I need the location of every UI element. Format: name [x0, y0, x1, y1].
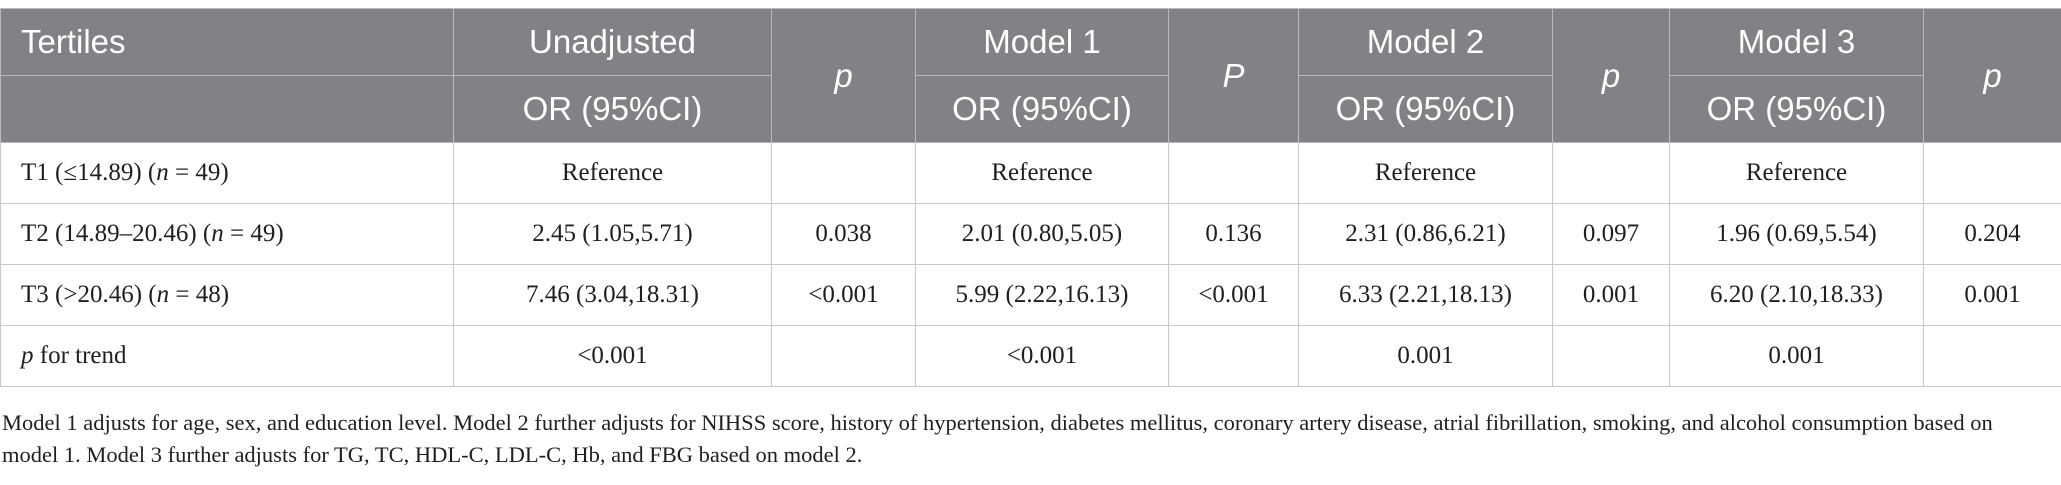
- row-label-n: n: [156, 281, 170, 308]
- cell-or-model-3: 1.96 (0.69,5.54): [1669, 203, 1924, 265]
- row-label-prefix: T1 (≤14.89) (: [21, 159, 157, 186]
- cell-or-model-2: Reference: [1298, 142, 1553, 204]
- header-or-ci-unadjusted: OR (95%CI): [453, 75, 772, 143]
- table-row: T2 (14.89–20.46) (n = 49) 2.45 (1.05,5.7…: [0, 203, 2061, 265]
- trend-p-model-3: [1923, 325, 2061, 387]
- cell-or-model-2: 6.33 (2.21,18.13): [1298, 264, 1553, 326]
- trend-label-p: p: [21, 342, 34, 369]
- row-label-suffix: = 48): [169, 281, 230, 308]
- cell-p-model-2: 0.097: [1552, 203, 1670, 265]
- cell-p-unadjusted: [771, 142, 916, 204]
- row-label-suffix: = 49): [168, 159, 229, 186]
- cell-or-model-1: 2.01 (0.80,5.05): [915, 203, 1169, 265]
- cell-p-unadjusted: <0.001: [771, 264, 916, 326]
- cell-p-model-2: [1552, 142, 1670, 204]
- trend-model-3: 0.001: [1669, 325, 1924, 387]
- trend-p-model-2: [1552, 325, 1670, 387]
- header-p-unadjusted: p: [771, 8, 916, 143]
- row-label: T2 (14.89–20.46) (n = 49): [0, 203, 454, 265]
- header-row-1: Tertiles Unadjusted p Model 1 P Model 2 …: [0, 8, 2061, 143]
- trend-p-unadjusted: [771, 325, 916, 387]
- row-label: T1 (≤14.89) (n = 49): [0, 142, 454, 204]
- cell-or-unadjusted: Reference: [453, 142, 772, 204]
- cell-p-model-3: 0.001: [1923, 264, 2061, 326]
- header-unadjusted: Unadjusted: [453, 8, 772, 76]
- header-empty: [0, 75, 454, 143]
- row-label-n: n: [156, 159, 169, 186]
- cell-or-unadjusted: 2.45 (1.05,5.71): [453, 203, 772, 265]
- cell-p-unadjusted: 0.038: [771, 203, 916, 265]
- cell-p-model-2: 0.001: [1552, 264, 1670, 326]
- header-p-model-3: p: [1923, 8, 2061, 143]
- header-p-model-2: p: [1552, 8, 1670, 143]
- trend-model-2: 0.001: [1298, 325, 1553, 387]
- cell-p-model-1: <0.001: [1168, 264, 1299, 326]
- row-label-prefix: T3 (>20.46) (: [21, 281, 157, 308]
- trend-p-model-1: [1168, 325, 1299, 387]
- cell-or-model-1: Reference: [915, 142, 1169, 204]
- trend-unadjusted: <0.001: [453, 325, 772, 387]
- row-label-suffix: = 49): [223, 220, 284, 247]
- row-label: T3 (>20.46) (n = 48): [0, 264, 454, 326]
- table-row: T3 (>20.46) (n = 48) 7.46 (3.04,18.31) <…: [0, 264, 2061, 326]
- header-row-2: OR (95%CI) OR (95%CI) OR (95%CI) OR (95%…: [0, 75, 2061, 143]
- table-row: T1 (≤14.89) (n = 49) Reference Reference…: [0, 142, 2061, 204]
- table-footnote: Model 1 adjusts for age, sex, and educat…: [2, 410, 1993, 467]
- trend-label-rest: for trend: [33, 342, 127, 369]
- cell-p-model-3: [1923, 142, 2061, 204]
- cell-or-model-1: 5.99 (2.22,16.13): [915, 264, 1169, 326]
- cell-or-unadjusted: 7.46 (3.04,18.31): [453, 264, 772, 326]
- header-model-3: Model 3: [1669, 8, 1924, 76]
- header-or-ci-model-3: OR (95%CI): [1669, 75, 1924, 143]
- cell-p-model-1: 0.136: [1168, 203, 1299, 265]
- cell-or-model-2: 2.31 (0.86,6.21): [1298, 203, 1553, 265]
- header-model-1: Model 1: [915, 8, 1169, 76]
- row-label-n: n: [211, 220, 224, 247]
- trend-row: p for trend <0.001 <0.001 0.001 0.001: [0, 325, 2061, 387]
- header-or-ci-model-1: OR (95%CI): [915, 75, 1169, 143]
- cell-p-model-3: 0.204: [1923, 203, 2061, 265]
- header-model-2: Model 2: [1298, 8, 1553, 76]
- trend-model-1: <0.001: [915, 325, 1169, 387]
- cell-p-model-1: [1168, 142, 1299, 204]
- row-label: p for trend: [0, 325, 454, 387]
- row-label-prefix: T2 (14.89–20.46) (: [21, 220, 212, 247]
- cell-or-model-3: 6.20 (2.10,18.33): [1669, 264, 1924, 326]
- odds-ratio-table: Tertiles Unadjusted p Model 1 P Model 2 …: [0, 8, 2061, 387]
- header-p-model-1: P: [1168, 8, 1299, 143]
- cell-or-model-3: Reference: [1669, 142, 1924, 204]
- header-or-ci-model-2: OR (95%CI): [1298, 75, 1553, 143]
- header-tertiles: Tertiles: [0, 8, 454, 76]
